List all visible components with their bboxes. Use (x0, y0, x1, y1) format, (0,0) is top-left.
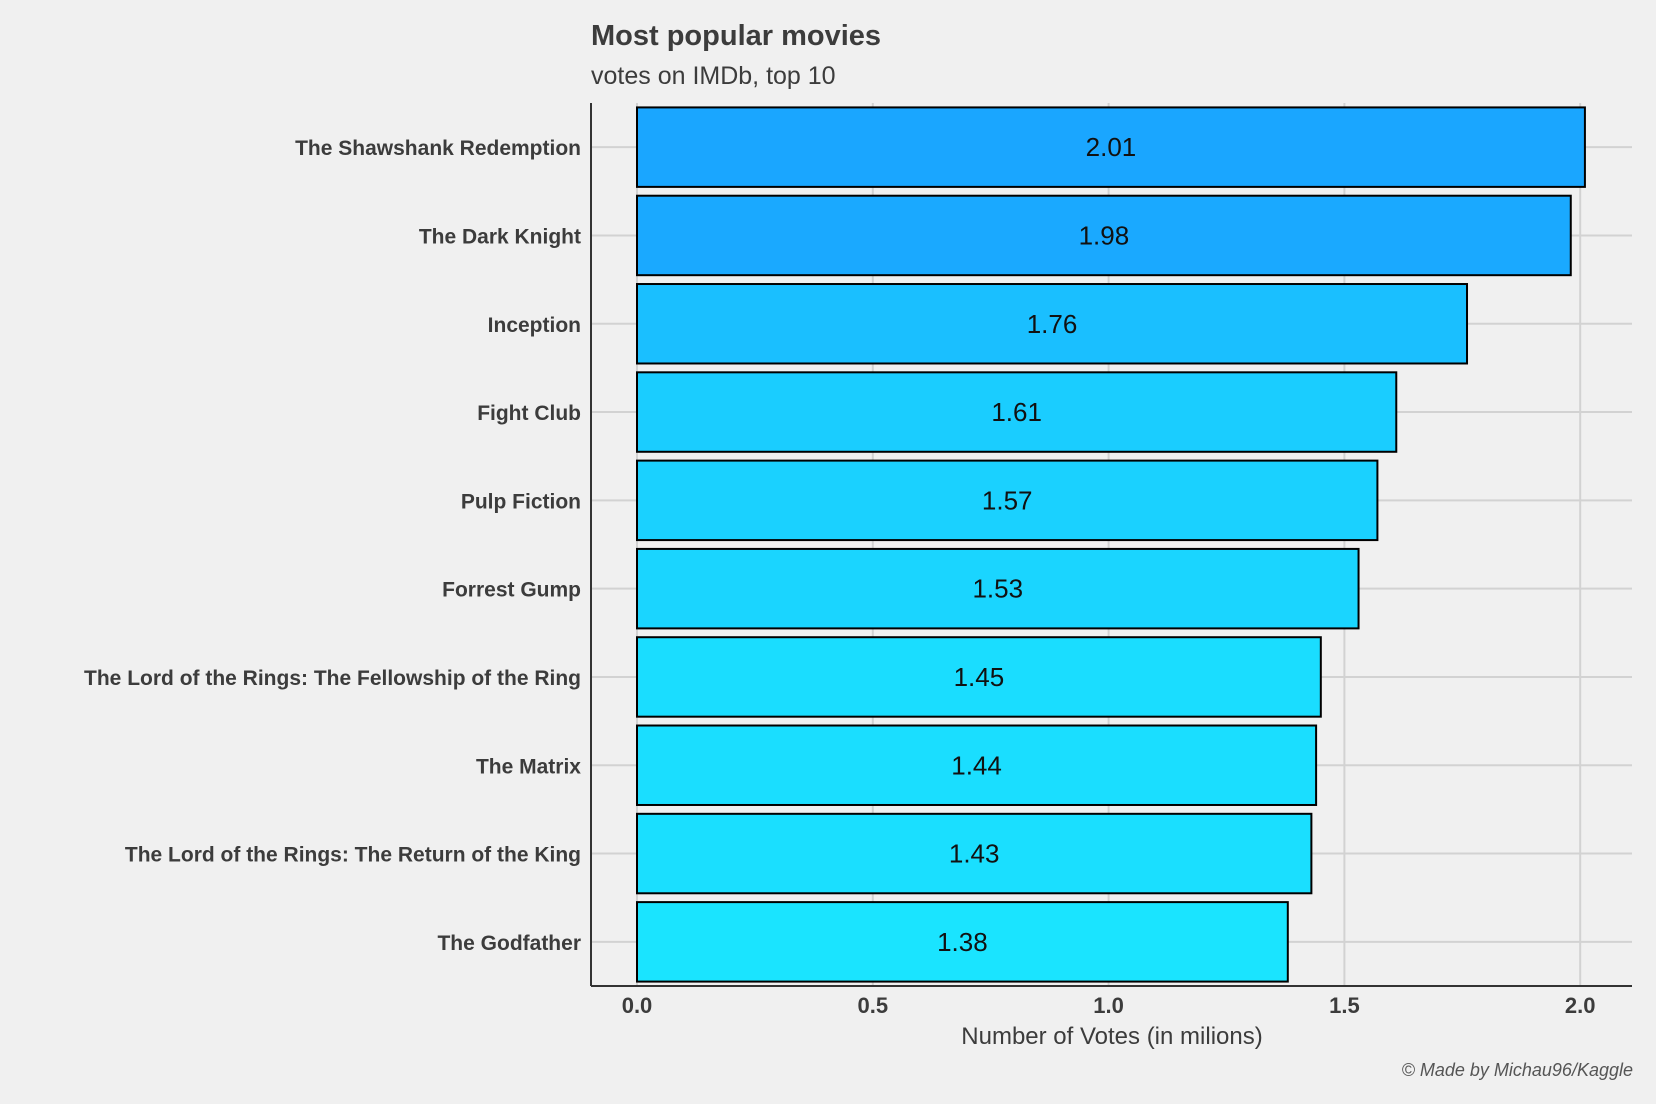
bar (636, 106, 1586, 188)
bar-value-label: 1.76 (1027, 309, 1078, 339)
x-tick-label: 1.0 (1093, 993, 1124, 1018)
bar-value-label: 1.38 (937, 927, 988, 957)
bar (636, 459, 1379, 542)
bar-value-label: 1.61 (991, 397, 1042, 427)
bar (636, 636, 1322, 718)
x-axis-title: Number of Votes (in milions) (961, 1023, 1262, 1050)
x-tick-labels: 0.0 0.5 1.0 1.5 2.0 (622, 993, 1596, 1018)
x-tick-label: 2.0 (1565, 993, 1596, 1018)
chart-title: Most popular movies (591, 20, 881, 52)
category-label: Forrest Gump (442, 579, 581, 602)
bar-value-label: 1.44 (951, 750, 1002, 780)
bar (636, 371, 1398, 453)
x-tick-label: 0.0 (622, 993, 653, 1018)
bar-value-label: 1.43 (949, 839, 1000, 869)
category-label: The Dark Knight (419, 225, 581, 248)
bar (636, 547, 1360, 630)
bar (636, 724, 1318, 806)
bar (636, 901, 1289, 983)
bar-value-label: 1.57 (982, 485, 1033, 515)
bar (636, 283, 1469, 365)
category-label: Inception (488, 314, 581, 337)
bar (636, 194, 1572, 277)
x-tick-label: 1.5 (1329, 993, 1360, 1018)
category-label: The Godfather (437, 932, 581, 955)
bar-value-label: 2.01 (1086, 132, 1137, 162)
bar (636, 812, 1313, 895)
category-label: The Lord of the Rings: The Return of the… (125, 844, 581, 867)
bar-value-label: 1.53 (972, 574, 1023, 604)
x-tick-label: 0.5 (858, 993, 889, 1018)
category-label: The Matrix (476, 755, 581, 778)
chart-subtitle: votes on IMDb, top 10 (591, 62, 836, 90)
chart-caption: © Made by Michau96/Kaggle (1402, 1060, 1633, 1080)
data-labels: 2.01 1.98 1.76 1.61 1.57 1.53 1.45 1.44 1.43 1.38 (937, 132, 1136, 957)
category-label: The Lord of the Rings: The Fellowship of… (84, 667, 581, 690)
bar-value-label: 1.45 (954, 662, 1005, 692)
category-label: The Shawshank Redemption (295, 137, 581, 160)
category-label: Fight Club (477, 402, 581, 425)
category-labels: The Shawshank Redemption The Dark Knight I… (84, 137, 581, 955)
bar-value-label: 1.98 (1079, 220, 1130, 250)
bars (636, 106, 1586, 983)
category-label: Pulp Fiction (461, 490, 581, 513)
